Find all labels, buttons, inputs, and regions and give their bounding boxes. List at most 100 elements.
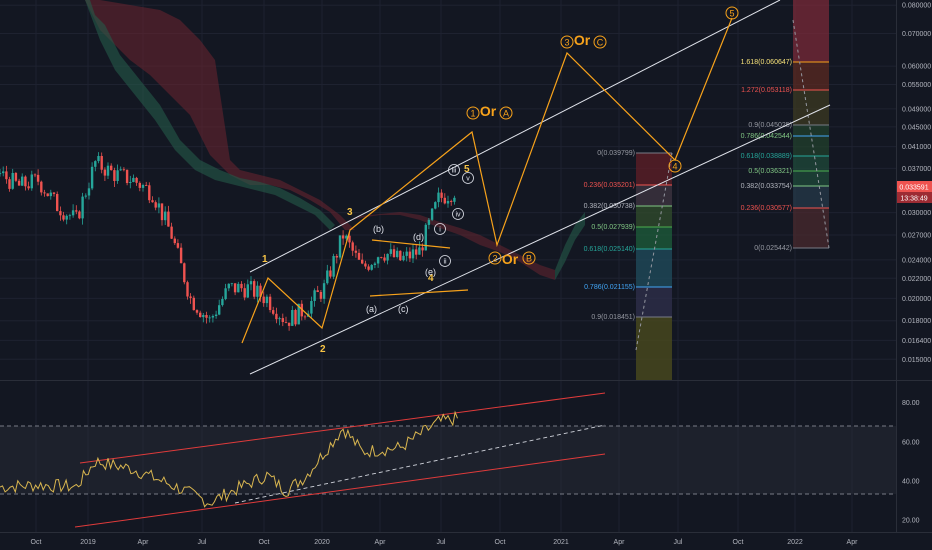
rsi-axis: 80.00 60.00 40.00 20.00 bbox=[902, 400, 920, 525]
candle-body-44 bbox=[138, 182, 141, 188]
candle-body-55 bbox=[173, 238, 176, 244]
elliott-wave-paths bbox=[241, 17, 733, 344]
rsi-channel-mid bbox=[234, 424, 606, 504]
candle-body-49 bbox=[154, 202, 157, 208]
wave-impulse-path bbox=[241, 17, 733, 344]
or-label-1: Or bbox=[480, 103, 497, 119]
candle-body-142 bbox=[450, 201, 453, 202]
circ1-label: 1 bbox=[470, 109, 475, 119]
price-tick-13: 0.018000 bbox=[902, 318, 931, 325]
time-tick-14: Apr bbox=[847, 539, 859, 546]
candle-body-43 bbox=[135, 177, 138, 183]
candle-body-129 bbox=[408, 251, 412, 259]
candle-body-111 bbox=[351, 242, 354, 251]
wave-2-label: 2 bbox=[320, 344, 326, 355]
candle-body-98 bbox=[310, 301, 313, 314]
price-tick-8: 0.030000 bbox=[902, 210, 931, 217]
candle-body-41 bbox=[129, 182, 132, 183]
ext-zone-0 bbox=[793, 0, 829, 62]
time-tick-1: 2019 bbox=[80, 539, 96, 546]
candle-body-34 bbox=[106, 165, 110, 176]
candle-body-139 bbox=[440, 192, 443, 198]
candle-body-114 bbox=[361, 259, 364, 264]
channel-upper-line bbox=[249, 0, 781, 273]
price-tick-12: 0.020000 bbox=[902, 296, 931, 303]
price-tick-15: 0.015000 bbox=[902, 357, 931, 364]
minor-i-circle bbox=[434, 223, 446, 235]
or-label-3: Or bbox=[574, 32, 591, 48]
candle-body-96 bbox=[303, 316, 307, 318]
ext-label-1272: 1.272(0.053118) bbox=[741, 87, 792, 94]
price-tick-14: 0.016400 bbox=[902, 338, 931, 345]
B-label: B bbox=[526, 254, 532, 264]
candle-body-94 bbox=[297, 303, 300, 325]
candle-body-9 bbox=[27, 186, 30, 189]
ext-trend-dash bbox=[792, 19, 830, 249]
price-tick-4: 0.049000 bbox=[902, 106, 931, 113]
price-axis: 0.080000 0.070000 0.060000 0.055000 0.049000… bbox=[902, 3, 931, 364]
candle-body-38 bbox=[119, 169, 122, 171]
candle-body-135 bbox=[427, 219, 431, 225]
cloud-bull-1 bbox=[85, 0, 335, 230]
fib-extension-labels: 1.618(0.060647) 1.272(0.053118) 0.9(0.04… bbox=[741, 59, 792, 252]
candle-body-117 bbox=[370, 265, 373, 270]
ext-label-618: 0.618(0.038889) bbox=[741, 153, 792, 160]
wave-3-label: 3 bbox=[347, 207, 353, 218]
candle-body-54 bbox=[170, 226, 173, 239]
rsi-channel-upper bbox=[79, 392, 606, 464]
minor-iii-circle bbox=[448, 164, 460, 176]
candle-body-29 bbox=[90, 166, 94, 189]
minor-iv-circle bbox=[452, 208, 464, 220]
candle-body-56 bbox=[176, 243, 180, 248]
candle-body-8 bbox=[24, 176, 27, 187]
time-tick-4: Oct bbox=[259, 539, 270, 546]
price-tick-6: 0.041000 bbox=[902, 144, 931, 151]
fib-label-0: 0(0.039799) bbox=[597, 150, 635, 157]
ichimoku-cloud bbox=[75, 0, 585, 280]
minor-iv-label: iv bbox=[455, 212, 461, 219]
price-tick-11: 0.022000 bbox=[902, 276, 931, 283]
candlestick-series bbox=[0, 152, 456, 331]
candle-body-75 bbox=[237, 283, 240, 293]
fib-retracement-labels: 0(0.039799) 0.236(0.035201) 0.382(0.0307… bbox=[584, 150, 635, 321]
rsi-band-fill bbox=[0, 426, 896, 494]
candle-body-16 bbox=[49, 192, 52, 197]
candle-body-100 bbox=[316, 290, 319, 292]
candle-body-132 bbox=[418, 247, 421, 255]
time-tick-12: Oct bbox=[733, 539, 744, 546]
time-tick-2: Apr bbox=[138, 539, 150, 546]
candle-body-119 bbox=[376, 257, 380, 264]
candle-body-143 bbox=[453, 197, 456, 202]
candle-body-27 bbox=[84, 195, 87, 197]
candle-body-106 bbox=[335, 256, 338, 258]
cloud-bear-2 bbox=[345, 212, 555, 280]
circ3-label: 3 bbox=[564, 38, 569, 48]
last-price-badge[interactable]: 0.033591 13:38:49 bbox=[897, 181, 932, 203]
countdown-text: 13:38:49 bbox=[900, 196, 927, 203]
candle-body-122 bbox=[386, 253, 389, 261]
price-tick-9: 0.027000 bbox=[902, 232, 931, 239]
candle-body-7 bbox=[21, 176, 24, 186]
fib-zone-2 bbox=[636, 206, 672, 227]
candle-body-102 bbox=[322, 283, 326, 299]
fib-label-9: 0.9(0.018451) bbox=[591, 314, 635, 321]
candle-body-81 bbox=[256, 285, 259, 297]
candle-body-127 bbox=[402, 255, 405, 261]
candle-body-88 bbox=[278, 318, 281, 320]
candle-body-25 bbox=[78, 211, 81, 219]
triangle-upper-line bbox=[371, 239, 451, 249]
candle-body-73 bbox=[230, 283, 234, 285]
wave-e-label: (e) bbox=[425, 267, 436, 277]
minor-ii-circle bbox=[439, 255, 451, 267]
candle-body-18 bbox=[56, 194, 59, 212]
fib-retracement-zones bbox=[636, 153, 672, 380]
candle-body-39 bbox=[122, 169, 126, 171]
candle-body-40 bbox=[125, 169, 129, 183]
candle-body-48 bbox=[151, 200, 154, 203]
candle-body-12 bbox=[36, 174, 40, 182]
candle-body-120 bbox=[380, 257, 383, 258]
wave-d-label: (d) bbox=[413, 232, 424, 242]
candle-body-108 bbox=[341, 235, 345, 239]
minor-v-circle bbox=[462, 172, 474, 184]
